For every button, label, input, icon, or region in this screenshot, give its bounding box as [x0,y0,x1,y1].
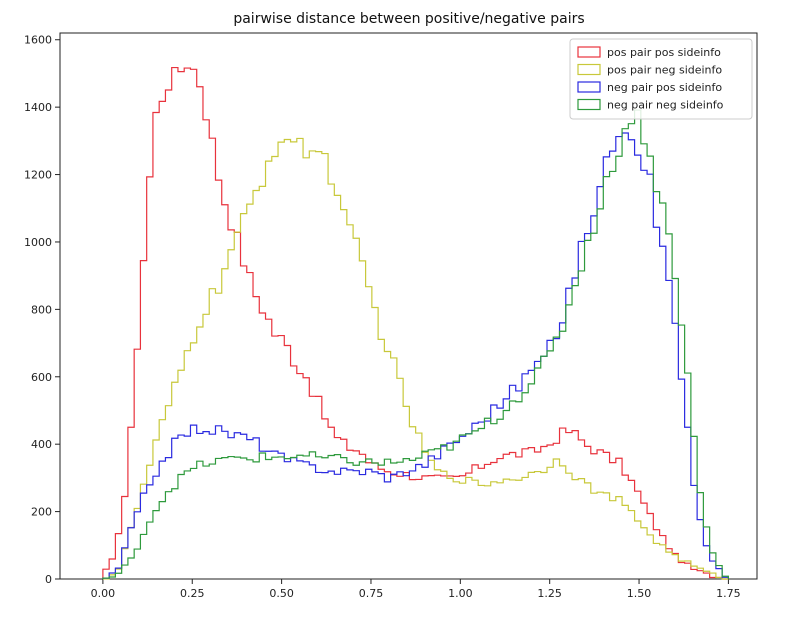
legend-entry: neg pair pos sideinfo [607,81,722,94]
legend-swatch [577,98,601,111]
y-tick-label: 600 [31,371,52,384]
y-tick-label: 0 [45,573,52,586]
y-tick-label: 400 [31,438,52,451]
y-tick-label: 1000 [24,236,52,249]
y-tick-label: 1400 [24,101,52,114]
series-line-4 [102,109,730,579]
series-layer [102,66,730,580]
legend-swatch [577,81,601,93]
x-tick-label: 1.75 [716,587,741,600]
legend-swatch [577,63,601,76]
x-tick-label: 0.25 [180,587,205,600]
x-axis: 0.00 0.25 0.50 0.75 1.00 1.25 1.50 1.75 [91,579,741,600]
y-tick-label: 1200 [24,169,52,182]
x-tick-label: 0.00 [91,587,116,600]
series-line-3 [102,132,730,579]
legend-entry: neg pair neg sideinfo [607,99,724,112]
x-tick-label: 0.50 [269,587,294,600]
y-tick-label: 800 [31,303,52,316]
legend-entry: pos pair neg sideinfo [607,64,722,77]
chart-title: pairwise distance between positive/negat… [233,11,584,27]
series-line-2 [102,137,729,580]
x-tick-label: 1.00 [448,587,473,600]
series-line-1 [102,66,729,580]
legend-entry: pos pair pos sideinfo [607,46,721,59]
x-tick-label: 0.75 [359,587,384,600]
x-tick-label: 1.25 [537,587,562,600]
legend-swatch [577,46,601,58]
legend-box [569,38,753,120]
y-tick-label: 200 [31,506,52,519]
y-axis: 0 200 400 600 800 1000 1200 1400 1600 [24,34,60,586]
x-tick-label: 1.50 [627,587,652,600]
y-tick-label: 1600 [24,34,52,47]
legend: pos pair pos sideinfo pos pair neg sidein… [569,38,753,120]
